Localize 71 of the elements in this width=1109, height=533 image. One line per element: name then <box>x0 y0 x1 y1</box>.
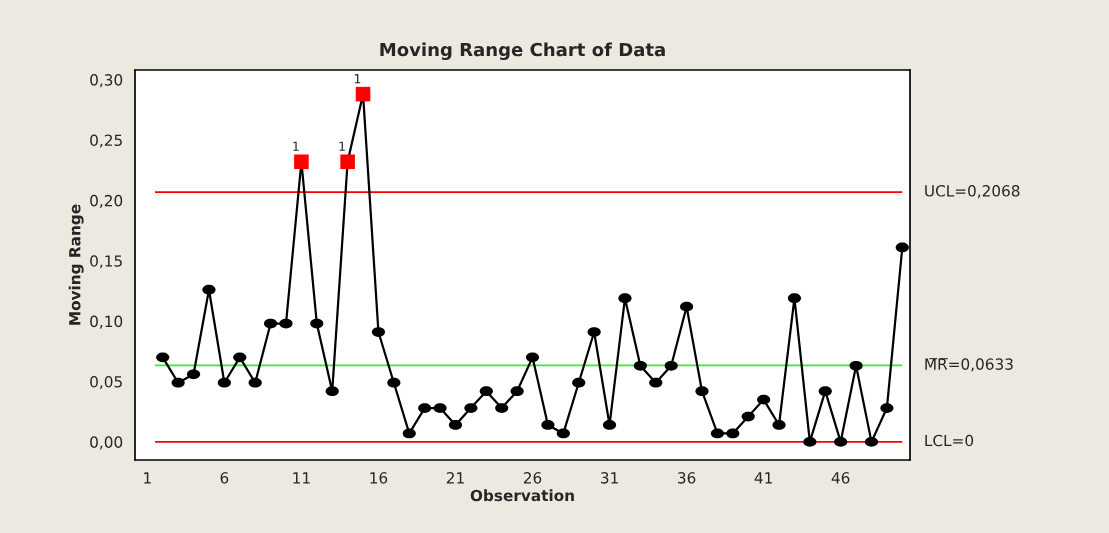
x-tick-label: 26 <box>523 472 542 484</box>
x-tick-label: 6 <box>220 472 229 484</box>
x-tick-label: 16 <box>370 472 388 484</box>
point <box>726 428 740 439</box>
y-tick-label: 0,15 <box>90 255 122 269</box>
point <box>757 394 771 405</box>
point <box>649 377 663 388</box>
point <box>233 352 247 363</box>
point <box>495 403 509 413</box>
y-tick-label: 0,20 <box>90 194 123 208</box>
point <box>248 377 262 388</box>
x-tick-label: 11 <box>293 472 310 484</box>
point <box>525 352 540 363</box>
point <box>680 301 694 312</box>
point <box>217 377 231 388</box>
point <box>355 86 371 102</box>
point <box>510 386 524 397</box>
ref-line-label: UCL=0,2068 <box>925 185 1020 199</box>
point <box>849 360 863 371</box>
x-tick-label: 31 <box>601 472 618 484</box>
ref-line-label: LCL=0 <box>925 434 974 447</box>
x-tick-label: 21 <box>446 472 464 484</box>
point <box>572 377 586 388</box>
point <box>186 369 201 380</box>
point <box>772 420 786 430</box>
point <box>156 352 170 363</box>
point <box>279 318 293 329</box>
point <box>264 318 278 329</box>
point <box>202 284 216 295</box>
point <box>433 403 447 413</box>
point <box>294 154 309 170</box>
point <box>664 360 678 371</box>
y-tick-label: 0,25 <box>90 134 122 148</box>
point <box>418 403 432 413</box>
y-tick-label: 0,00 <box>90 436 123 450</box>
y-tick-label: 0,05 <box>90 375 122 390</box>
point <box>171 377 185 388</box>
point <box>741 411 755 422</box>
point <box>834 437 848 447</box>
point <box>340 154 355 170</box>
x-tick-label: 36 <box>678 472 696 484</box>
point <box>387 377 401 388</box>
chart-title: Moving Range Chart of Data <box>380 42 665 61</box>
ref-line-label: M̅R̅=0,0633 <box>925 358 1013 372</box>
point <box>633 360 647 371</box>
x-tick-label: 46 <box>831 472 850 484</box>
y-axis-title: Moving Range <box>68 204 84 325</box>
point <box>803 437 817 447</box>
point <box>818 386 832 397</box>
point <box>464 403 478 413</box>
x-tick-label: 41 <box>754 472 772 484</box>
point <box>618 293 632 304</box>
point <box>541 420 555 430</box>
point <box>402 428 416 439</box>
annotation: 1 <box>293 141 299 151</box>
point <box>310 318 324 329</box>
point <box>710 428 724 439</box>
x-tick-label: 1 <box>144 472 151 484</box>
point <box>695 386 709 397</box>
point <box>325 386 339 397</box>
point <box>880 403 894 413</box>
y-tick-label: 0,10 <box>90 315 123 329</box>
point <box>895 242 909 253</box>
y-tick-label: 0,30 <box>90 74 123 88</box>
point <box>587 327 601 337</box>
x-axis-title: Observation <box>470 489 574 502</box>
annotation: 1 <box>354 74 361 84</box>
point <box>787 293 802 304</box>
point <box>479 386 493 397</box>
annotation: 1 <box>339 141 345 151</box>
point <box>556 428 570 439</box>
